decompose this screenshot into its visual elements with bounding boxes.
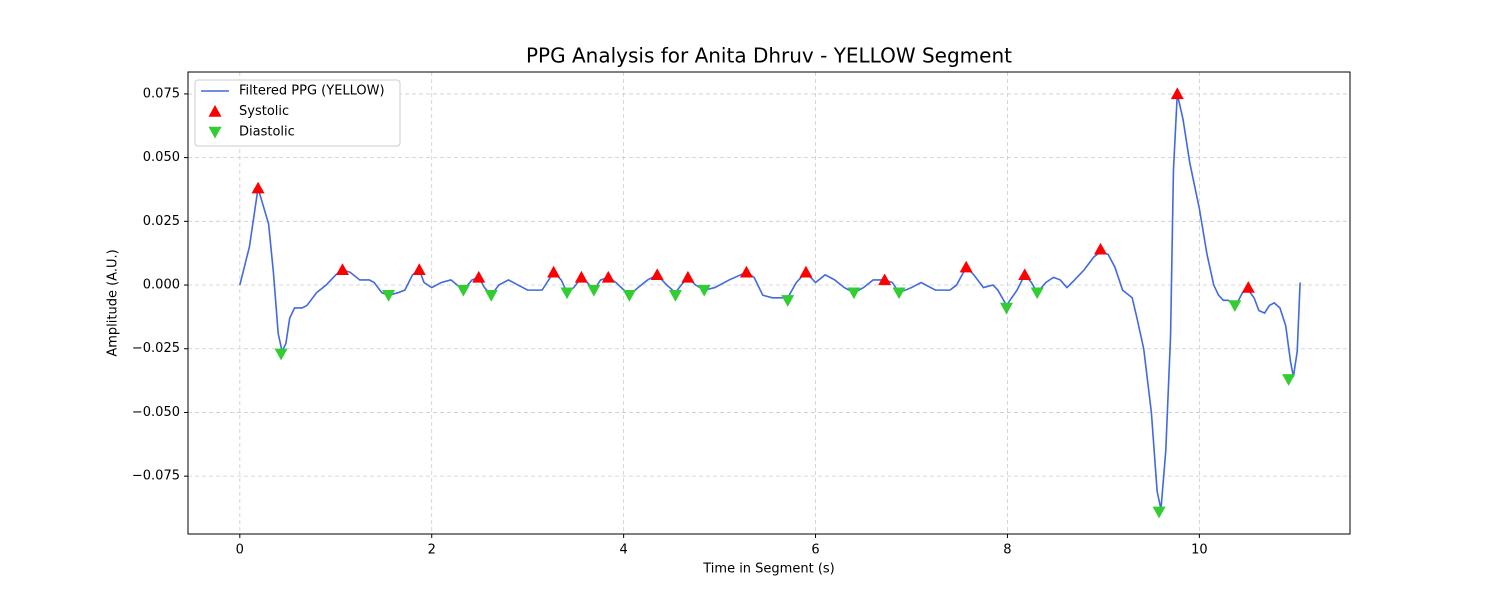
diastolic-marker [456,284,470,297]
diastolic-marker [999,302,1013,315]
diastolic-marker [892,287,906,300]
diastolic-marker [587,284,601,297]
x-tick-label: 8 [1003,543,1011,558]
y-axis-label: Amplitude (A.U.) [106,249,121,356]
systolic-marker [681,270,695,283]
legend-label: Filtered PPG (YELLOW) [239,84,385,99]
diastolic-marker [560,287,574,300]
legend-box [194,79,401,147]
systolic-marker [739,265,753,278]
y-tick-label: 0.075 [143,86,180,101]
systolic-marker [878,273,892,286]
x-tick-label: 4 [619,543,627,558]
diastolic-marker [668,290,682,302]
legend-swatch [208,105,222,117]
x-tick-label: 0 [236,543,244,558]
diastolic-marker [274,348,288,361]
x-axis-label: Time in Segment (s) [702,562,834,577]
legend-label: Systolic [239,104,289,119]
y-tick-label: −0.075 [132,469,180,484]
systolic-marker [1170,87,1184,100]
legend: Filtered PPG (YELLOW) Systolic Diastolic [194,79,401,147]
diastolic-marker [781,295,795,307]
systolic-marker [472,270,486,283]
plot-frame [187,71,1351,535]
diastolic-marker [1152,506,1166,519]
y-tick-label: 0.050 [143,150,180,165]
diastolic-marker [1030,287,1044,300]
diastolic-marker [1228,300,1242,312]
y-tick-label: 0.025 [143,214,180,229]
systolic-marker [650,268,664,281]
y-tick-label: −0.025 [132,341,180,356]
diastolic-marker [622,290,636,302]
legend-swatch [208,126,222,139]
x-tick-label: 2 [428,543,436,558]
y-tick-label: 0.000 [143,278,180,293]
legend-label: Diastolic [239,125,295,140]
diastolic-marker [382,290,396,302]
y-tick-label: −0.050 [132,405,180,420]
diastolic-marker [847,287,861,300]
chart-title: PPG Analysis for Anita Dhruv - YELLOW Se… [526,44,1012,68]
systolic-marker [1241,281,1255,293]
diastolic-marker [484,290,498,302]
diastolic-marker [697,284,711,297]
x-tick-label: 10 [1191,543,1208,558]
systolic-marker [335,263,349,275]
systolic-marker [601,270,615,283]
systolic-marker [959,260,973,273]
systolic-marker [574,270,588,283]
systolic-marker [412,263,426,275]
systolic-marker [799,265,813,278]
systolic-marker [1018,268,1032,281]
systolic-marker [547,265,561,278]
ppg-line [239,93,1301,510]
diastolic-marker [1282,374,1296,386]
systolic-marker [1094,242,1108,255]
systolic-marker [251,181,265,194]
x-tick-label: 6 [811,543,819,558]
